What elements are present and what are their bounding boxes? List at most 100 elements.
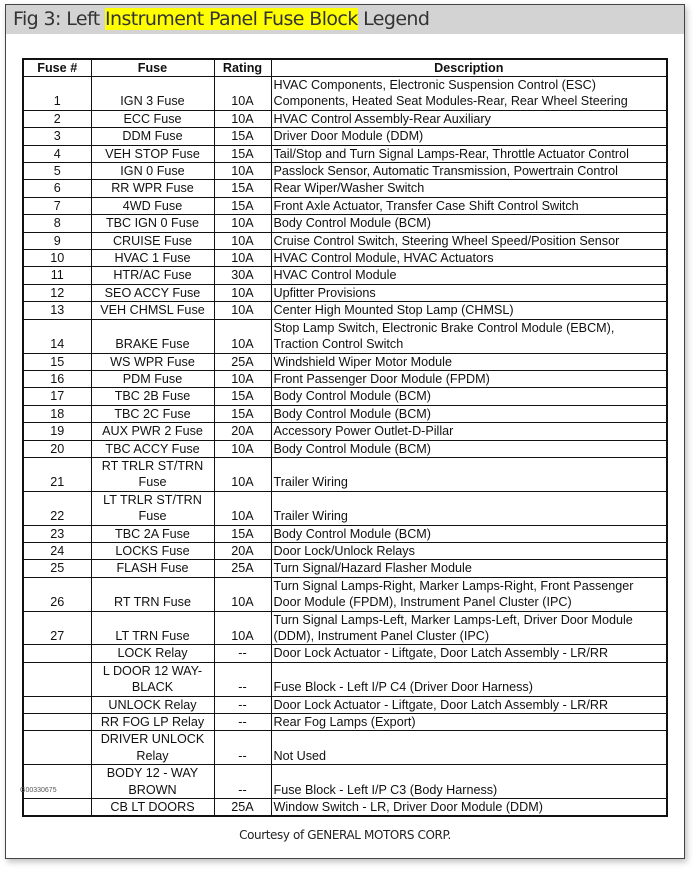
fuse-name-cell-line: LOCKS Fuse xyxy=(115,543,190,558)
description-cell-line: Accessory Power Outlet-D-Pillar xyxy=(273,424,454,439)
description-cell-line: Windshield Wiper Motor Module xyxy=(273,354,452,369)
table-row: 19 AUX PWR 2 Fuse 20A Accessory Power Outle… xyxy=(22,422,668,441)
description-cell-line: Front Axle Actuator, Transfer Case Shift… xyxy=(273,198,579,213)
fuse-name-cell-line: RR FOG LP Relay xyxy=(100,715,205,730)
fuse-name-cell-line: DRIVER UNLOCK xyxy=(100,732,205,747)
rating-cell: 10A xyxy=(213,109,272,129)
description-cell: Cruise Control Switch, Steering Wheel Sp… xyxy=(270,231,668,251)
description-cell-line: Trailer Wiring xyxy=(273,475,348,490)
fuse-number-cell: 23 xyxy=(22,524,92,543)
fuse-name-cell: ECC Fuse xyxy=(90,109,215,129)
description-cell-line: Door Lock/Unlock Relays xyxy=(273,543,415,558)
description-cell-line: Body Control Module (BCM) xyxy=(273,526,431,541)
description-cell-line: Tail/Stop and Turn Signal Lamps-Rear, Th… xyxy=(273,146,629,161)
header-rating: Rating xyxy=(213,58,272,77)
description-cell: Turn Signal/Hazard Flasher Module xyxy=(270,559,668,578)
rating-cell: 10A xyxy=(213,369,272,389)
fuse-name-cell-line: DDM Fuse xyxy=(122,129,183,144)
fuse-name-cell-line: WS WPR Fuse xyxy=(110,354,195,369)
fuse-legend-table: Fuse # Fuse Rating Description 1 IGN 3 Fu… xyxy=(22,58,668,818)
fuse-number-cell: 12 xyxy=(22,283,92,303)
description-cell-line: Door Lock Actuator - Liftgate, Door Latc… xyxy=(273,697,609,712)
description-cell-line: Traction Control Switch xyxy=(273,337,404,352)
description-cell: Body Control Module (BCM) xyxy=(270,524,668,543)
table-row: UNLOCK Relay -- Door Lock Actuator - Liftg… xyxy=(22,695,668,715)
rating-cell: 10A xyxy=(213,76,272,111)
description-cell-line: Trailer Wiring xyxy=(273,509,348,524)
fuse-name-cell-line: LT TRN Fuse xyxy=(115,629,190,643)
table-row: 15 WS WPR Fuse 25A Windshield Wiper Motor M… xyxy=(22,352,668,371)
fuse-number-cell: 10 xyxy=(22,249,92,268)
fuse-name-cell-line: CRUISE Fuse xyxy=(112,233,193,248)
fuse-name-cell: UNLOCK Relay xyxy=(90,695,215,715)
fuse-name-cell-line: RT TRN Fuse xyxy=(114,595,191,610)
description-cell-line: HVAC Control Assembly-Rear Auxiliary xyxy=(273,111,491,126)
description-cell: Center High Mounted Stop Lamp (CHMSL) xyxy=(270,301,668,320)
description-cell-line: Upfitter Provisions xyxy=(273,285,376,300)
rating-cell: 10A xyxy=(213,231,272,251)
table-row: 6 RR WPR Fuse 15A Rear Wiper/Washer Switch xyxy=(22,179,668,198)
description-cell-line: HVAC Control Module xyxy=(273,268,397,283)
rating-cell: 10A xyxy=(213,301,272,320)
table-row: 17 TBC 2B Fuse 15A Body Control Module (BCM… xyxy=(22,387,668,406)
fuse-name-cell-line: BROWN xyxy=(128,782,177,797)
fuse-number-cell: 11 xyxy=(22,266,92,285)
description-cell-line: HVAC Components, Electronic Suspension C… xyxy=(273,78,596,92)
fuse-name-cell-line: Fuse xyxy=(138,509,167,524)
table-row: 20 TBC ACCY Fuse 10A Body Control Module (B… xyxy=(22,439,668,458)
fuse-name-cell-line: Fuse xyxy=(138,475,167,490)
fuse-name-cell: CRUISE Fuse xyxy=(90,231,215,251)
fuse-name-cell: AUX PWR 2 Fuse xyxy=(90,422,215,441)
fuse-number-cell: 22 xyxy=(22,490,92,526)
description-cell: Front Axle Actuator, Transfer Case Shift… xyxy=(270,196,668,216)
description-cell: Tail/Stop and Turn Signal Lamps-Rear, Th… xyxy=(270,144,668,164)
description-cell: HVAC Control Module, HVAC Actuators xyxy=(270,249,668,268)
description-cell: HVAC Control Assembly-Rear Auxiliary xyxy=(270,109,668,129)
description-cell-line: Body Control Module (BCM) xyxy=(273,406,431,421)
fuse-number-cell: 8 xyxy=(22,214,92,233)
description-cell: Door Lock Actuator - Liftgate, Door Latc… xyxy=(270,644,668,663)
table-row: 12 SEO ACCY Fuse 10A Upfitter Provisions xyxy=(22,283,668,303)
description-cell: Driver Door Module (DDM) xyxy=(270,127,668,146)
fuse-name-cell: L DOOR 12 WAY- BLACK xyxy=(90,661,215,697)
rating-cell: 10A xyxy=(213,610,272,646)
table-row: DRIVER UNLOCK Relay -- Not Used xyxy=(22,730,668,766)
table-row: RR FOG LP Relay -- Rear Fog Lamps (Export) xyxy=(22,713,668,732)
rating-cell: 30A xyxy=(213,266,272,285)
description-cell: Rear Wiper/Washer Switch xyxy=(270,179,668,198)
rating-cell: -- xyxy=(213,730,272,766)
rating-cell: 10A xyxy=(213,576,272,612)
table-row: 16 PDM Fuse 10A Front Passenger Door Module… xyxy=(22,369,668,389)
table-row: 24 LOCKS Fuse 20A Door Lock/Unlock Relays xyxy=(22,541,668,561)
fuse-name-cell-line: SEO ACCY Fuse xyxy=(104,285,201,300)
fuse-number-cell: 9 xyxy=(22,231,92,251)
rating-cell: 25A xyxy=(213,559,272,578)
rating-cell: 15A xyxy=(213,127,272,146)
fuse-name-cell-line: HVAC 1 Fuse xyxy=(114,251,191,266)
table-row: CB LT DOORS 25A Window Switch - LR, Driver… xyxy=(22,798,668,817)
fuse-name-cell-line: 4WD Fuse xyxy=(122,198,183,213)
fuse-name-cell-line: HTR/AC Fuse xyxy=(113,268,192,283)
fuse-number-cell: 3 xyxy=(22,127,92,146)
fuse-number-cell: 19 xyxy=(22,422,92,441)
table-row: 11 HTR/AC Fuse 30A HVAC Control Module xyxy=(22,266,668,285)
description-cell: Body Control Module (BCM) xyxy=(270,439,668,458)
description-cell: HVAC Control Module xyxy=(270,266,668,285)
figure-frame: Fig 3: Left Instrument Panel Fuse Block … xyxy=(5,4,685,859)
table-row: 7 4WD Fuse 15A Front Axle Actuator, Transfe… xyxy=(22,196,668,216)
fuse-name-cell-line: AUX PWR 2 Fuse xyxy=(102,424,203,439)
table-row: 23 TBC 2A Fuse 15A Body Control Module (BCM… xyxy=(22,524,668,543)
fuse-number-cell xyxy=(22,661,92,697)
fuse-name-cell: IGN 3 Fuse xyxy=(90,76,215,111)
table-row: 13 VEH CHMSL Fuse 10A Center High Mounted S… xyxy=(22,301,668,320)
rating-cell: 15A xyxy=(213,179,272,198)
description-cell: Trailer Wiring xyxy=(270,490,668,526)
description-cell-line: Fuse Block - Left I/P C4 (Driver Door Ha… xyxy=(273,680,533,695)
fuse-name-cell: TBC ACCY Fuse xyxy=(90,439,215,458)
fuse-name-cell: VEH STOP Fuse xyxy=(90,144,215,164)
fuse-name-cell-line: TBC 2C Fuse xyxy=(114,406,191,421)
fuse-name-cell-line: IGN 3 Fuse xyxy=(120,94,185,109)
table-row: 1 IGN 3 Fuse 10A HVAC Components, Electroni… xyxy=(22,76,668,111)
fuse-name-cell-line: IGN 0 Fuse xyxy=(120,164,185,179)
rating-cell: 10A xyxy=(213,214,272,233)
